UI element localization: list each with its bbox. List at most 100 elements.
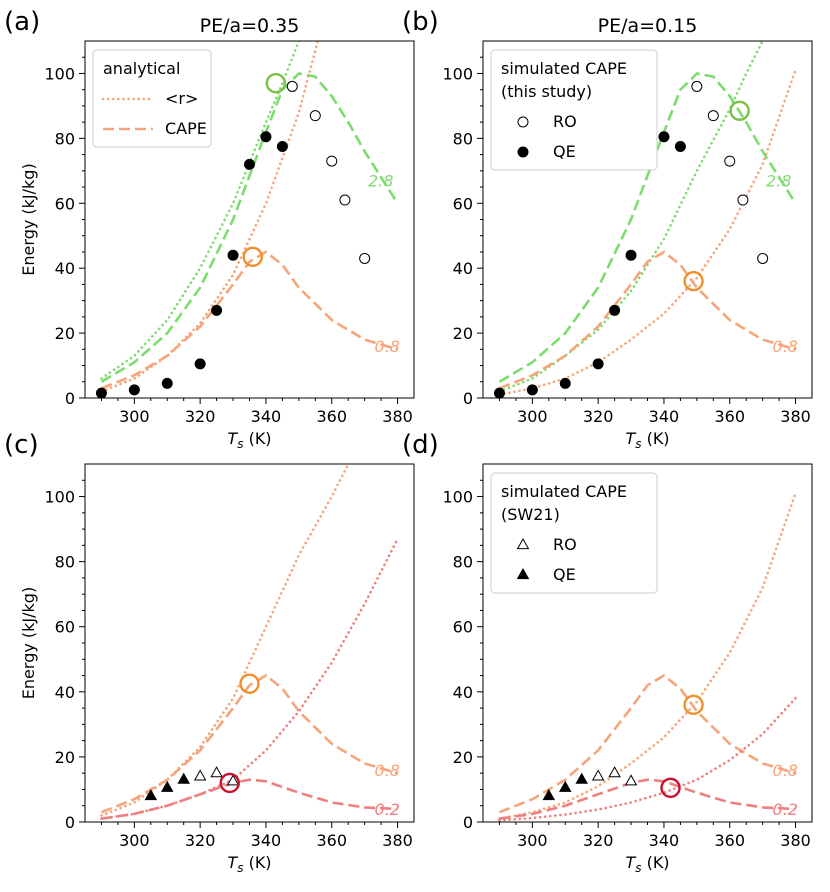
series-cape-0-8 xyxy=(498,250,796,390)
x-tick-label: 300 xyxy=(119,407,150,426)
series--r-2-8 xyxy=(498,41,765,393)
x-tick-label: 340 xyxy=(649,831,680,850)
y-tick-label: 80 xyxy=(55,553,75,572)
highlight-circle xyxy=(683,694,704,716)
legend-swatch xyxy=(517,116,529,128)
highlight-circle xyxy=(683,270,704,292)
highlight-circle xyxy=(219,772,240,794)
legend-label: RO xyxy=(553,112,577,131)
marker-qe xyxy=(276,140,288,152)
marker-ro xyxy=(286,80,298,92)
panel-title: PE/a=0.35 xyxy=(200,15,300,37)
panel-c: (c) 0.8 0.2 300 320 340 360 380 0 20 40 60 80 100 Ts (… xyxy=(4,430,415,875)
x-tick-label: 380 xyxy=(382,831,413,850)
legend-swatch xyxy=(516,537,530,550)
series--r-0-8 xyxy=(498,492,797,820)
legend-label: QE xyxy=(553,565,576,584)
x-tick-label: 300 xyxy=(517,831,548,850)
legend-title: (SW21) xyxy=(501,505,560,524)
x-tick-label: 320 xyxy=(185,831,216,850)
series--r-0-2 xyxy=(100,537,399,820)
y-tick-label: 20 xyxy=(453,324,473,343)
legend-swatch xyxy=(516,567,530,580)
y-axis-title: Energy (kJ/kg) xyxy=(19,587,38,699)
y-tick-label: 100 xyxy=(44,488,75,507)
marker-ro xyxy=(359,252,371,264)
series-cape-0-2 xyxy=(101,778,398,820)
curve-label: 0.8 xyxy=(375,337,400,356)
marker-qe xyxy=(575,772,588,784)
x-tick-label: 380 xyxy=(382,407,413,426)
x-tick-label: 340 xyxy=(649,407,680,426)
marker-qe xyxy=(161,377,173,389)
y-tick-label: 20 xyxy=(453,748,473,767)
legend-label: RO xyxy=(553,535,577,554)
marker-qe xyxy=(493,387,505,398)
x-tick-label: 360 xyxy=(714,831,745,850)
plot-area xyxy=(95,41,399,398)
series--r-0-2 xyxy=(498,697,797,822)
x-tick-label: 340 xyxy=(251,407,282,426)
y-tick-label: 0 xyxy=(65,813,75,832)
marker-qe xyxy=(609,304,621,316)
legend-label: <r> xyxy=(165,89,198,108)
legend: simulated CAPE (SW21) RO QE xyxy=(490,472,658,594)
marker-qe xyxy=(95,387,107,398)
panel-label: (d) xyxy=(402,430,439,460)
x-axis-title: Ts (K) xyxy=(227,429,271,451)
x-tick-label: 360 xyxy=(316,831,347,850)
y-tick-label: 20 xyxy=(55,748,75,767)
y-tick-label: 0 xyxy=(463,389,473,408)
legend-box xyxy=(490,49,658,171)
legend-box xyxy=(490,472,658,594)
x-axis-title: Ts (K) xyxy=(625,853,669,875)
y-tick-label: 0 xyxy=(65,389,75,408)
plot-area xyxy=(493,41,797,398)
legend: simulated CAPE (this study) RO QE xyxy=(490,49,658,171)
marker-qe xyxy=(542,788,556,801)
marker-qe xyxy=(658,131,670,143)
curve-label: 2.8 xyxy=(368,172,393,191)
marker-ro xyxy=(724,155,736,167)
highlight-circle xyxy=(660,777,681,799)
y-tick-label: 40 xyxy=(55,683,75,702)
highlight-circle xyxy=(265,72,287,94)
legend: analytical <r> CAPE xyxy=(92,49,212,148)
marker-qe xyxy=(144,788,158,801)
legend-title: analytical xyxy=(103,59,180,78)
x-axis-title: Ts (K) xyxy=(227,853,271,875)
y-tick-label: 20 xyxy=(55,324,75,343)
plot-area xyxy=(100,464,399,820)
marker-ro xyxy=(193,769,207,781)
marker-ro xyxy=(309,110,321,122)
marker-qe xyxy=(260,131,272,143)
y-tick-label: 60 xyxy=(453,618,473,637)
y-tick-label: 100 xyxy=(442,488,473,507)
marker-ro xyxy=(624,774,638,786)
marker-qe xyxy=(526,384,538,396)
marker-qe xyxy=(559,377,571,389)
marker-qe xyxy=(227,249,239,261)
y-tick-label: 40 xyxy=(55,259,75,278)
series-cape-0-8 xyxy=(498,673,796,814)
x-tick-label: 360 xyxy=(714,407,745,426)
series-cape-0-8 xyxy=(101,250,398,390)
marker-qe xyxy=(244,158,255,170)
x-tick-label: 340 xyxy=(251,831,282,850)
y-tick-label: 40 xyxy=(453,683,473,702)
series--r-0-8 xyxy=(100,464,350,817)
series-cape-0-8 xyxy=(101,673,398,814)
x-tick-label: 320 xyxy=(185,407,216,426)
y-tick-label: 60 xyxy=(55,194,75,213)
highlight-circle xyxy=(239,673,260,694)
x-tick-label: 300 xyxy=(119,831,150,850)
marker-qe xyxy=(194,358,206,370)
marker-ro xyxy=(757,252,769,264)
legend-title: simulated CAPE xyxy=(501,482,627,501)
marker-ro xyxy=(339,194,351,206)
marker-qe xyxy=(128,384,140,396)
y-tick-label: 60 xyxy=(55,618,75,637)
marker-ro xyxy=(737,194,749,206)
panel-d: (d) 0.8 0.2 300 320 340 360 380 0 20 40 60 80 100 Ts (… xyxy=(402,430,813,875)
